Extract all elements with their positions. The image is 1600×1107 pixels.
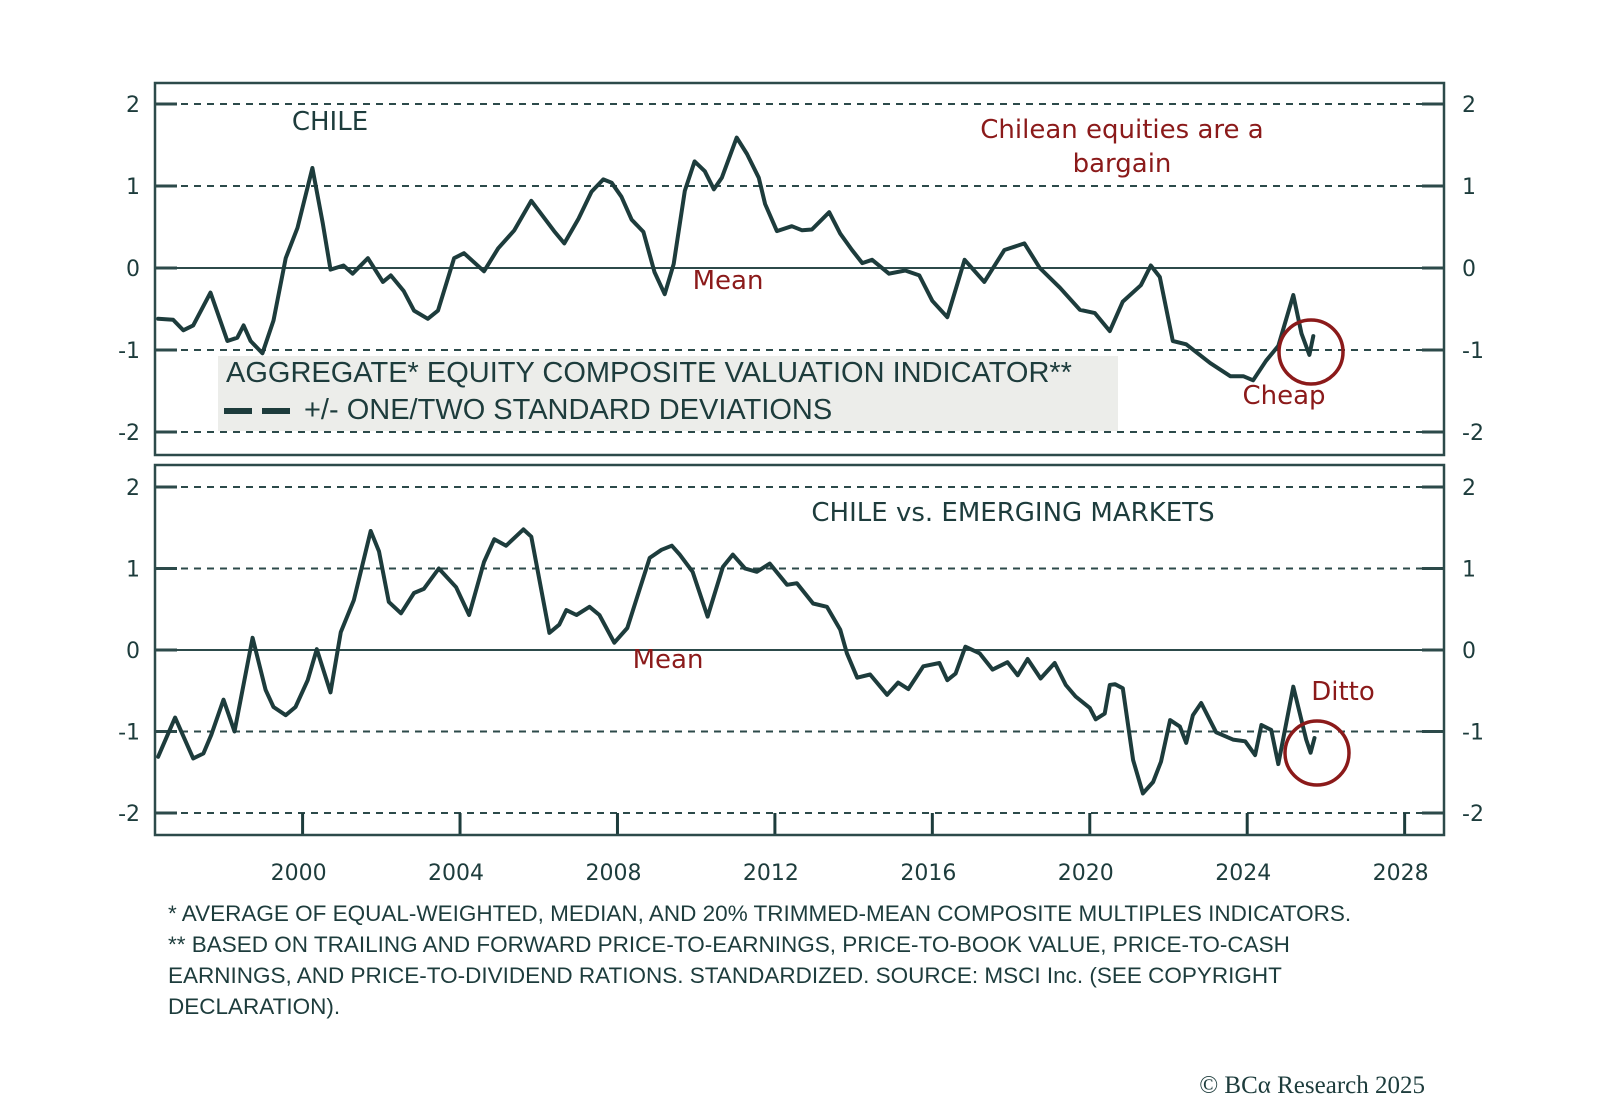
legend-box [218, 356, 1118, 431]
y-tick-label-right: -1 [1462, 721, 1484, 746]
y-tick-label-right: 1 [1462, 558, 1476, 583]
y-tick-label-left: -2 [118, 802, 140, 827]
x-tick-label: 2004 [428, 861, 484, 886]
panel-chile: 2 1 0 -1 -2 2 1 0 -1 -2 CHILE Chilean equities a… [118, 81, 1484, 457]
footnotes: * AVERAGE OF EQUAL-WEIGHTED, MEDIAN, AND… [168, 898, 1418, 1022]
y-tick-label-left: 1 [126, 558, 140, 583]
grid-lines [155, 486, 1444, 814]
y-tick-label-left: -1 [118, 721, 140, 746]
mean-label: Mean [693, 266, 764, 296]
y-tick-label-right: 0 [1462, 257, 1476, 282]
annotation-cheap: Cheap [1242, 381, 1325, 411]
y-tick-label-right: 2 [1462, 476, 1476, 501]
grid-lines [155, 103, 1444, 433]
legend-entry-std-dev: +/- ONE/TWO STANDARD DEVIATIONS [304, 394, 832, 426]
panel-frame [153, 463, 1446, 837]
panel-title-chile: CHILE [292, 107, 368, 137]
chart: 2 1 0 -1 -2 2 1 0 -1 -2 CHILE Chilean equities a… [118, 81, 1484, 886]
x-tick-label: 2028 [1373, 861, 1429, 886]
x-tick-label: 2012 [743, 861, 799, 886]
x-tick-label: 2016 [900, 861, 956, 886]
y-axis-left: 2 1 0 -1 -2 [118, 476, 177, 827]
panel-frame [153, 81, 1446, 457]
y-axis-right: 2 1 0 -1 -2 [1422, 476, 1484, 827]
legend-entry-indicator: AGGREGATE* EQUITY COMPOSITE VALUATION IN… [226, 357, 1072, 389]
footnote-1: * AVERAGE OF EQUAL-WEIGHTED, MEDIAN, AND… [168, 901, 1352, 926]
x-tick-label: 2020 [1058, 861, 1114, 886]
y-tick-label-left: 0 [126, 257, 140, 282]
annotation-headline-2: bargain [1073, 149, 1172, 179]
y-tick-label-left: -1 [118, 339, 140, 364]
panel-title-chile-vs-em: CHILE vs. EMERGING MARKETS [811, 498, 1214, 528]
highlight-circle [1283, 719, 1351, 787]
x-axis-ticks [301, 813, 1407, 835]
x-tick-label: 2024 [1215, 861, 1271, 886]
highlight-circle [1277, 318, 1345, 386]
annotation-headline-1: Chilean equities are a [980, 115, 1263, 145]
panel-chile-vs-em: 2 1 0 -1 -2 2 1 0 -1 -2 2000 2004 2008 2012 2016 2020… [118, 463, 1484, 886]
y-tick-label-right: -2 [1462, 421, 1484, 446]
y-tick-label-left: 0 [126, 639, 140, 664]
y-tick-label-left: 1 [126, 175, 140, 200]
series-line-chile-vs-em [156, 527, 1317, 796]
footnote-2: ** BASED ON TRAILING AND FORWARD PRICE-T… [168, 932, 1290, 1019]
y-tick-label-right: 1 [1462, 175, 1476, 200]
x-tick-label: 2008 [585, 861, 641, 886]
copyright: © BCα Research 2025 [1199, 1072, 1425, 1099]
y-tick-label-right: -2 [1462, 802, 1484, 827]
y-tick-label-left: -2 [118, 421, 140, 446]
y-tick-label-right: 0 [1462, 639, 1476, 664]
y-tick-label-left: 2 [126, 93, 140, 118]
series-line-chile [156, 135, 1316, 383]
mean-label: Mean [633, 645, 704, 675]
y-tick-label-left: 2 [126, 476, 140, 501]
x-tick-label: 2000 [271, 861, 327, 886]
y-axis-right: 2 1 0 -1 -2 [1422, 93, 1484, 446]
y-axis-left: 2 1 0 -1 -2 [118, 93, 177, 446]
y-tick-label-right: -1 [1462, 339, 1484, 364]
annotation-ditto: Ditto [1311, 677, 1375, 707]
y-tick-label-right: 2 [1462, 93, 1476, 118]
x-axis-labels: 2000 2004 2008 2012 2016 2020 2024 2028 [271, 861, 1429, 886]
